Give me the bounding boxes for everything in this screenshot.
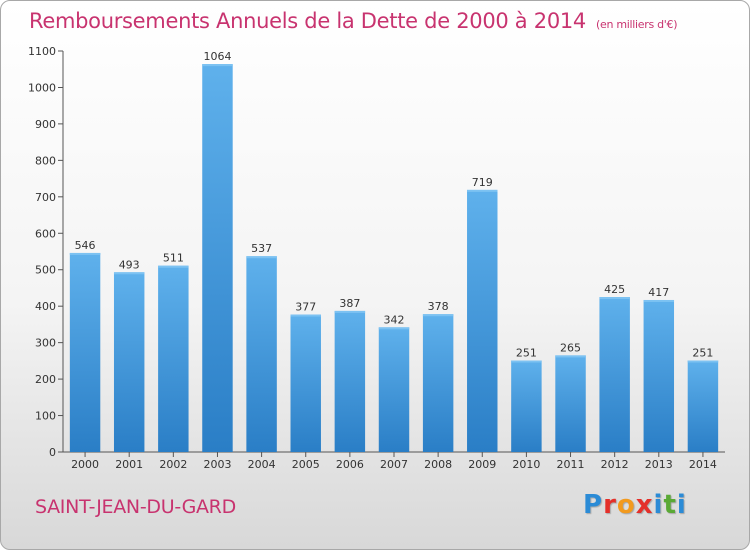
bar [113,272,145,452]
y-tick-label: 100 [35,410,56,423]
logo-letter: i [653,490,664,520]
bar [687,360,719,452]
bar [158,265,189,452]
x-tick-label: 2003 [203,458,231,471]
bar [467,189,498,452]
bar-highlight [511,360,542,363]
x-tick-label: 2001 [115,458,143,471]
logo-letter: x [635,490,654,520]
proxiti-logo: Proxiti [583,490,687,520]
commune-name: SAINT-JEAN-DU-GARD [35,496,236,518]
x-tick-label: 2008 [424,458,452,471]
bar [69,252,101,452]
chart-subtitle: (en milliers d'€) [596,18,678,31]
data-label: 546 [75,239,96,252]
bar-highlight [290,314,321,317]
logo-letter: r [603,490,617,520]
x-tick-label: 2012 [601,458,629,471]
bar-highlight [555,355,586,358]
value-labels: 546 493 511 1064 537 377 387 342 378 719 251 265 425… [75,50,714,359]
data-label: 493 [119,258,140,271]
y-tick-label: 1000 [28,81,56,94]
x-tick-label: 2002 [159,458,187,471]
y-tick-label: 500 [35,264,56,277]
y-tick-label: 700 [35,191,56,204]
y-tick-label: 0 [49,446,56,459]
bars [69,64,719,452]
logo-letter: P [583,490,604,520]
bar-highlight [687,360,719,363]
bar-highlight [643,299,675,302]
y-tick-label: 800 [35,154,56,167]
bar [511,360,542,452]
y-tick-label: 600 [35,227,56,240]
bar-highlight [467,189,498,192]
bar-highlight [202,64,233,67]
bar [378,327,410,452]
chart-title: Remboursements Annuels de la Dette de 20… [29,9,586,33]
bar [246,256,277,452]
logo-letter: o [616,490,636,520]
x-tick-label: 2009 [468,458,496,471]
y-tick-label: 400 [35,300,56,313]
y-tick-label: 900 [35,118,56,131]
data-label: 537 [251,242,272,255]
logo-letter: t [663,490,677,520]
data-label: 251 [516,346,537,359]
y-tick-label: 1100 [28,45,56,58]
x-tick-label: 2014 [689,458,717,471]
bar [422,314,454,452]
data-label: 387 [339,297,360,310]
data-label: 378 [428,300,449,313]
x-tick-label: 2010 [512,458,540,471]
y-tick-label: 200 [35,373,56,386]
data-label: 1064 [203,50,231,63]
bar-highlight [422,314,454,317]
x-tick-label: 2006 [336,458,364,471]
bar-highlight [113,272,145,275]
bar-highlight [158,265,189,268]
chart-title-row: Remboursements Annuels de la Dette de 20… [29,9,677,33]
data-label: 265 [560,341,581,354]
x-tick-label: 2005 [292,458,320,471]
data-label: 377 [295,301,316,314]
data-label: 719 [472,176,493,189]
x-tick-label: 2004 [248,458,276,471]
data-label: 417 [648,286,669,299]
x-tick-label: 2011 [557,458,585,471]
bar-highlight [69,252,101,255]
bar-highlight [599,297,630,300]
data-label: 511 [163,252,184,265]
x-tick-label: 2013 [645,458,673,471]
bar [599,297,630,452]
bar-highlight [334,310,366,313]
data-label: 251 [692,346,713,359]
bar [555,355,586,452]
bar-highlight [378,327,410,330]
x-tick-label: 2007 [380,458,408,471]
bar [643,299,675,452]
y-axis: 0 100 200 300 400 500 600 700 800 900 1000 1100 [28,45,64,459]
y-tick-label: 300 [35,337,56,350]
x-axis: 2000 2001 2002 2003 2004 2005 2006 2007 2008 2009… [63,451,725,471]
bar [290,314,321,452]
x-tick-label: 2000 [71,458,99,471]
data-label: 425 [604,283,625,296]
bar [202,64,233,452]
bar-highlight [246,256,277,259]
logo-letter: i [676,490,687,520]
data-label: 342 [384,313,405,326]
bar [334,310,366,452]
